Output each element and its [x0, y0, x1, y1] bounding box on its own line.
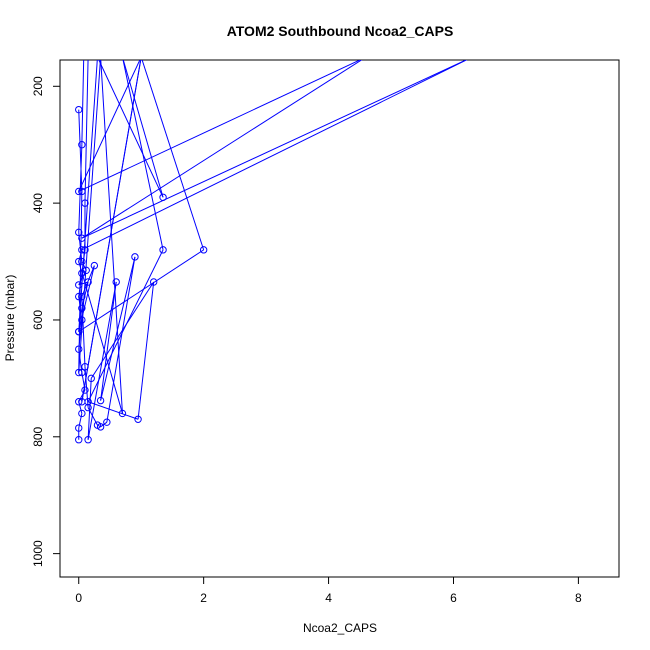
series-segment [84, 60, 89, 204]
series-segment [78, 261, 123, 414]
series-segment [78, 249, 204, 333]
x-tick-label: 0 [75, 591, 82, 605]
data-point [96, 396, 105, 405]
series-segment [87, 401, 139, 420]
data-point [84, 436, 92, 444]
y-tick-label: 600 [31, 310, 45, 330]
data-point [75, 424, 83, 432]
data-point [78, 187, 86, 196]
data-point [78, 234, 86, 242]
data-point [81, 246, 89, 254]
series-segment [90, 281, 155, 379]
series-segment [81, 60, 363, 239]
series-segment [87, 249, 164, 402]
data-point [78, 246, 86, 254]
x-axis-label: Ncoa2_CAPS [303, 621, 377, 635]
series-segment [87, 378, 92, 440]
data-point [131, 253, 139, 261]
data-point [78, 316, 86, 324]
data-point [134, 415, 142, 423]
series-segment [100, 421, 108, 428]
data-point [82, 266, 90, 275]
data-point [199, 246, 208, 254]
data-point [78, 292, 86, 301]
series-segment [81, 60, 468, 239]
data-point [149, 278, 158, 286]
data-point [96, 423, 105, 431]
data-point [78, 368, 86, 377]
data-point [159, 246, 167, 254]
data-point [112, 278, 120, 286]
data-point [159, 193, 167, 201]
data-point [81, 362, 89, 371]
data-point [75, 398, 83, 406]
data-point [90, 261, 99, 270]
series-segment [78, 60, 101, 373]
data-point [75, 327, 83, 336]
x-tick-label: 8 [575, 591, 582, 605]
data-point [78, 141, 86, 149]
series-segment [141, 60, 205, 251]
x-tick-label: 6 [450, 591, 457, 605]
series-segment [100, 256, 136, 401]
data-point [75, 281, 83, 289]
series-segment [81, 60, 468, 251]
data-point [84, 403, 92, 412]
series-segment [98, 60, 164, 198]
series-segment [78, 413, 83, 429]
x-tick-label: 4 [325, 591, 332, 605]
data-point [75, 292, 83, 301]
series-segment [106, 256, 136, 423]
chart-title: ATOM2 Southbound Ncoa2_CAPS [227, 23, 454, 39]
data-point [78, 304, 86, 312]
data-point [75, 436, 83, 444]
data-point [75, 105, 83, 114]
data-point [87, 374, 95, 383]
plot-frame [59, 59, 620, 578]
series-segment [100, 281, 117, 401]
data-point [81, 386, 89, 394]
series-segment [78, 265, 95, 332]
data-point [75, 345, 83, 353]
y-tick-label: 1000 [31, 540, 45, 567]
y-axis-label: Pressure (mbar) [3, 275, 17, 362]
series-segment [81, 60, 85, 145]
x-axis: 0 2 4 6 8 [75, 576, 582, 605]
y-tick-label: 400 [31, 193, 45, 213]
data-point [78, 257, 86, 266]
series-segment [78, 60, 141, 192]
series-segment [100, 60, 123, 414]
data-point [78, 398, 86, 406]
data-point [81, 199, 89, 207]
data-point [78, 409, 86, 418]
data-point [75, 228, 83, 237]
series-segment [78, 109, 83, 192]
data-point [75, 187, 83, 196]
data-point [118, 409, 127, 418]
y-axis: 200 400 600 800 1000 [31, 76, 61, 567]
series-segment [81, 296, 86, 367]
y-tick-label: 800 [31, 426, 45, 446]
series-segment [78, 60, 361, 192]
series-layer [75, 60, 468, 444]
series-segment [137, 281, 155, 420]
data-point [84, 278, 92, 286]
data-point [75, 257, 83, 266]
data-point [75, 368, 83, 377]
x-tick-label: 2 [200, 591, 207, 605]
series-segment [122, 60, 164, 198]
data-point [103, 418, 111, 426]
y-tick-label: 200 [31, 76, 45, 96]
